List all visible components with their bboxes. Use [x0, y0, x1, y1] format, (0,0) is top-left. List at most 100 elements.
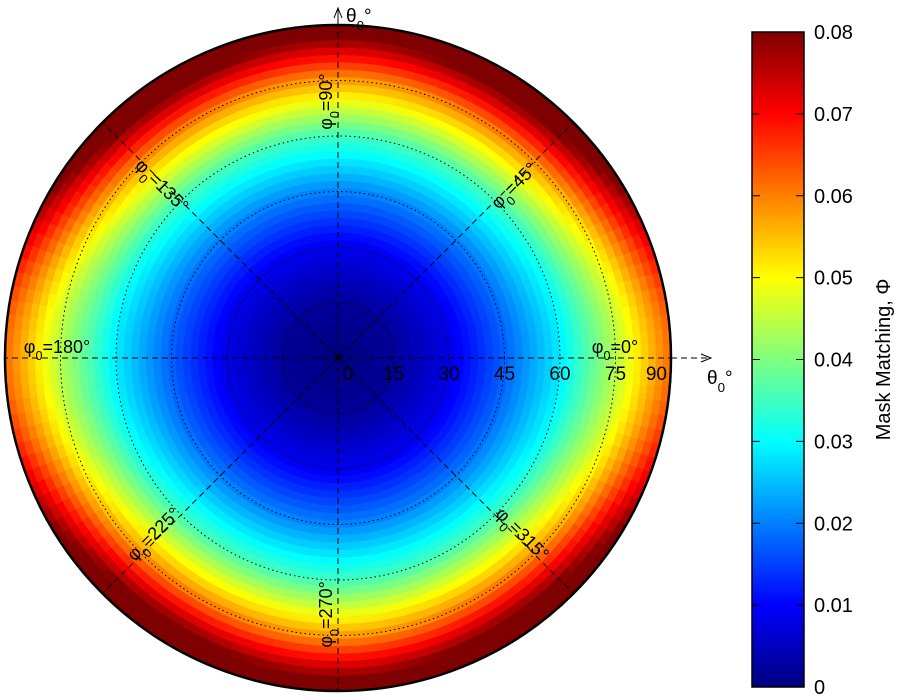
heatmap-cell: [319, 489, 327, 499]
heatmap-cell: [334, 431, 339, 440]
heatmap-cell: [551, 338, 561, 350]
heatmap-cell: [581, 346, 591, 359]
heatmap-cell: [351, 188, 361, 198]
heatmap-cell: [522, 349, 531, 359]
heatmap-cell: [332, 475, 339, 485]
heatmap-cell: [122, 357, 132, 368]
heatmap-cell: [345, 157, 356, 167]
heatmap-cell: [529, 348, 539, 359]
heatmap-cell: [529, 340, 539, 351]
heatmap-cell: [347, 121, 360, 130]
heatmap-cell: [145, 340, 155, 351]
heatmap-cell: [337, 527, 347, 537]
heatmap-cell: [342, 231, 350, 241]
heatmap-cell: [492, 350, 502, 359]
heatmap-cell: [323, 194, 332, 204]
heatmap-cell: [353, 540, 364, 551]
heatmap-cell: [145, 373, 156, 384]
heatmap-cell: [551, 347, 561, 359]
heatmap-cell: [320, 482, 328, 492]
heatmap-cell: [574, 357, 583, 370]
heatmap-cell: [196, 351, 206, 359]
heatmap-cell: [346, 563, 358, 573]
heatmap-cell: [580, 368, 590, 381]
heatmap-cell: [137, 340, 147, 351]
heatmap-cell: [189, 363, 199, 372]
heatmap-cell: [433, 357, 443, 363]
heatmap-cell: [234, 348, 243, 355]
heatmap-cell: [323, 512, 332, 522]
heatmap-cell: [344, 194, 353, 204]
heatmap-cell: [441, 357, 450, 364]
heatmap-cell: [535, 330, 545, 342]
heatmap-cell: [329, 535, 339, 544]
heatmap-cell: [320, 541, 331, 551]
heatmap-cell: [343, 490, 351, 499]
heatmap-cell: [204, 340, 214, 348]
heatmap-cell: [337, 594, 350, 603]
heatmap-cell: [544, 348, 554, 359]
heatmap-cell: [477, 363, 487, 372]
heatmap-cell: [520, 332, 531, 343]
heatmap-cell: [330, 505, 339, 514]
heatmap-cell: [312, 540, 323, 551]
heatmap-cell: [470, 345, 479, 353]
heatmap-cell: [337, 268, 343, 278]
heatmap-cell: [462, 363, 472, 371]
heatmap-cell: [337, 498, 345, 507]
heatmap-cell: [159, 349, 169, 359]
heatmap-cell: [559, 347, 568, 359]
heatmap-cell: [345, 172, 355, 182]
heatmap-cell: [520, 373, 531, 384]
heatmap-cell: [337, 601, 350, 611]
heatmap-cell: [342, 246, 349, 256]
heatmap-cell: [346, 143, 358, 153]
heatmap-cell: [329, 165, 339, 174]
heatmap-cell: [123, 338, 133, 350]
heatmap-cell: [566, 347, 576, 359]
heatmap-cell: [536, 339, 546, 350]
heatmap-cell: [478, 351, 487, 359]
heatmap-cell: [507, 349, 517, 359]
heatmap-cell: [329, 527, 339, 537]
heatmap-cell: [337, 142, 348, 152]
heatmap-cell: [182, 350, 191, 359]
heatmap-cell: [344, 512, 353, 522]
heatmap-cell: [233, 353, 243, 359]
heatmap-cell: [337, 490, 345, 500]
heatmap-cell: [189, 357, 198, 365]
heatmap-cell: [337, 586, 349, 596]
heatmap-cell: [182, 344, 191, 352]
heatmap-cell: [345, 541, 356, 551]
heatmap-cell: [354, 555, 366, 565]
heatmap-cell: [352, 526, 362, 536]
heatmap-cell: [522, 357, 531, 367]
heatmap-cell: [321, 172, 331, 182]
heatmap-cell: [347, 128, 359, 138]
heatmap-cell: [573, 336, 583, 349]
heatmap-cell: [100, 347, 110, 359]
heatmap-cell: [448, 357, 457, 364]
heatmap-cell: [337, 239, 344, 248]
heatmap-cell: [337, 120, 349, 130]
heatmap-cell: [499, 342, 509, 352]
heatmap-cell: [337, 557, 348, 566]
heatmap-cell: [93, 346, 102, 359]
heatmap-cell: [329, 179, 339, 189]
heatmap-cell: [160, 342, 169, 351]
heatmap-cell: [337, 261, 343, 270]
heatmap-cell: [485, 364, 494, 372]
heatmap-cell: [337, 505, 346, 514]
heatmap-cell: [337, 224, 345, 233]
heatmap-cell: [521, 340, 531, 351]
heatmap-cell: [337, 549, 348, 559]
heatmap-cell: [337, 209, 345, 218]
heatmap-cell: [506, 334, 516, 344]
heatmap-cell: [115, 366, 125, 378]
heatmap-cell: [337, 98, 350, 108]
heatmap-cell: [484, 370, 494, 379]
heatmap-cell: [513, 333, 523, 343]
heatmap-cell: [344, 202, 352, 211]
heatmap-cell: [137, 348, 147, 359]
